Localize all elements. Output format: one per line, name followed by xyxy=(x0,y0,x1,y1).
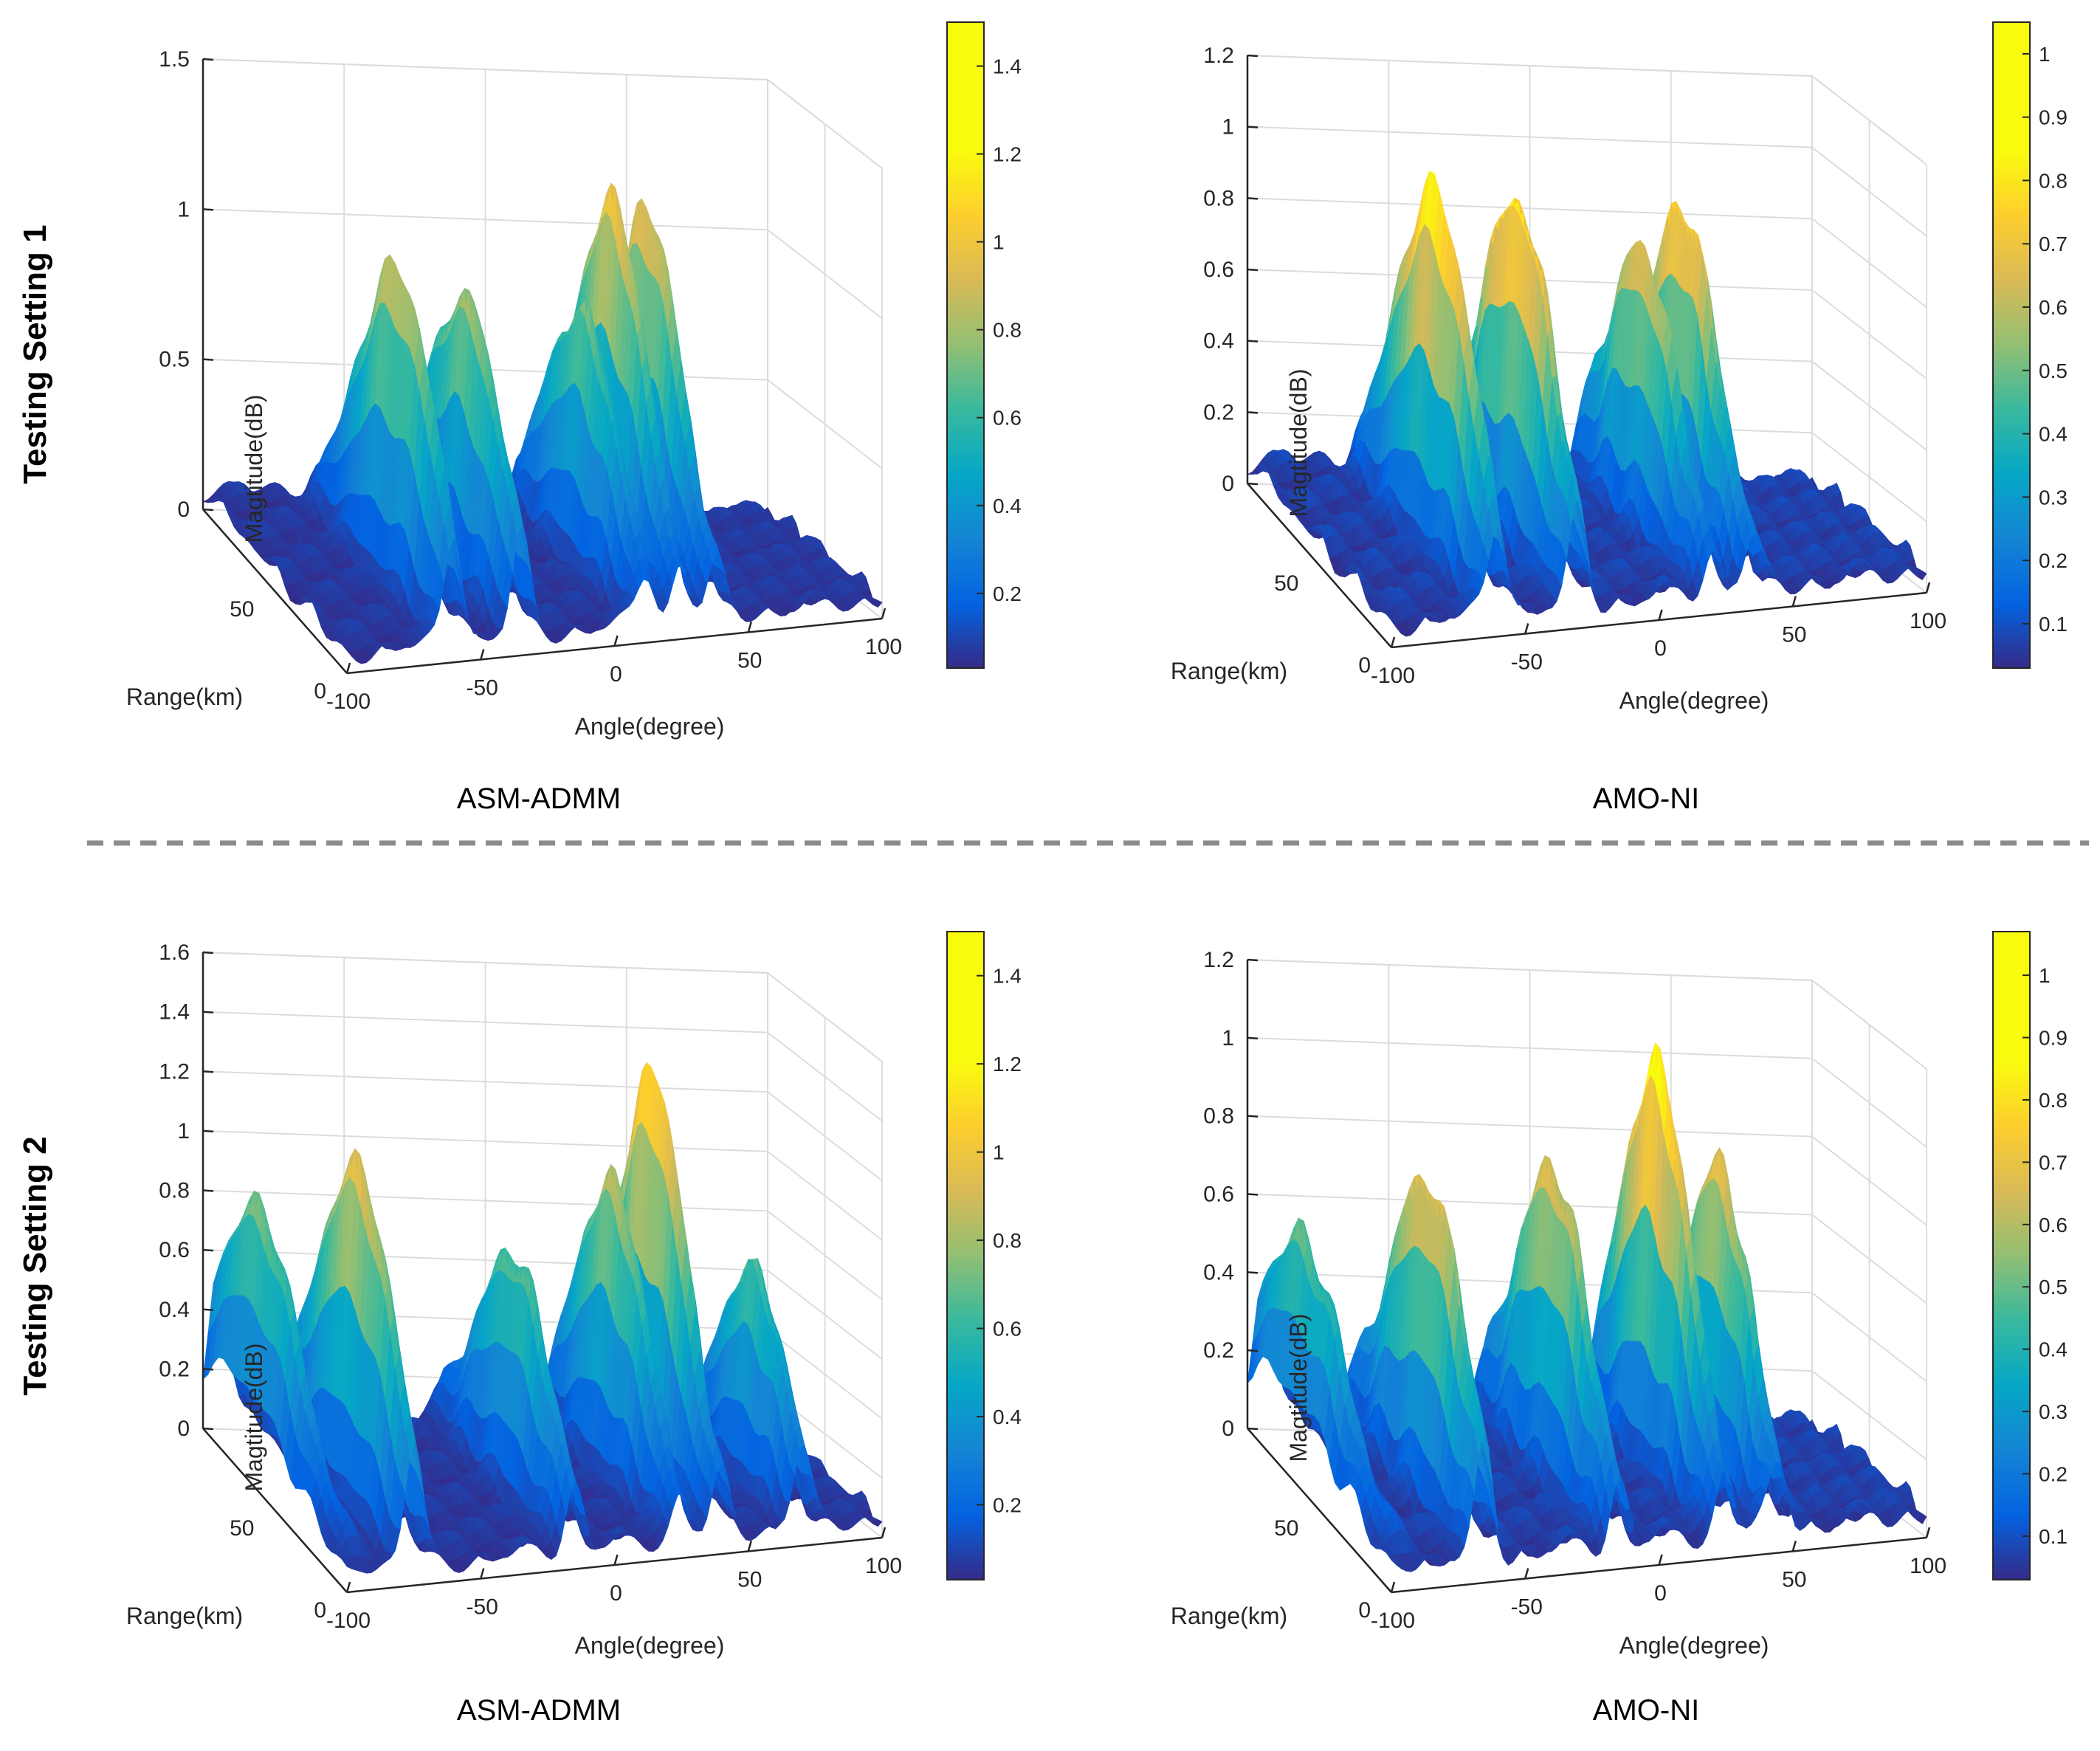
x-tick-label: 50 xyxy=(737,649,762,673)
colorbar-tick-label: 1.4 xyxy=(993,55,1022,78)
x-tick-label: 100 xyxy=(865,635,902,659)
z-tick-label: 1.5 xyxy=(159,47,190,72)
z-axis-label: Magtitude(dB) xyxy=(241,395,267,543)
panel-amo-ni-setting-1: 00.20.40.60.811.2-100-50050100050Magtitu… xyxy=(1171,21,2068,815)
colorbar-tick-label: 1.2 xyxy=(993,143,1022,166)
row-label-setting-2: Testing Setting 2 xyxy=(17,1136,53,1395)
z-tick-mark xyxy=(202,508,214,512)
x-axis-label: Angle(degree) xyxy=(575,713,725,740)
x-tick-label: 0 xyxy=(610,662,622,687)
x-tick-label: -100 xyxy=(326,689,371,714)
z-tick-label: 0 xyxy=(177,498,190,522)
x-tick-mark xyxy=(480,649,485,660)
y-tick-label: 50 xyxy=(230,597,254,622)
colorbar: 0.2 0.4 0.6 0.8 1 1.2 1.4 xyxy=(946,21,1022,669)
z-tick-mark xyxy=(202,208,214,211)
x-tick-mark xyxy=(345,662,351,674)
colorbar-tick-label: 0.4 xyxy=(993,495,1022,517)
colorbar-gradient xyxy=(946,21,985,669)
method-label: ASM-ADMM xyxy=(457,782,621,815)
colorbar-tick-label: 1 xyxy=(993,231,1005,254)
panel-asm-admm-setting-1: 0 0.5 1 1.5 -100 -50 0 50 100 0 50 Magtitude(dB) Ang… xyxy=(126,21,1022,815)
z-tick-mark xyxy=(202,58,214,61)
colorbar-tick-label: 0.8 xyxy=(993,319,1022,342)
x-tick-label: -50 xyxy=(467,676,498,701)
colorbar-tick-label: 0.6 xyxy=(993,407,1022,430)
z-tick-label: 0.5 xyxy=(159,348,190,372)
y-axis-label: Range(km) xyxy=(126,684,243,710)
row-label-setting-1: Testing Setting 1 xyxy=(17,224,53,484)
x-tick-mark xyxy=(747,622,752,633)
y-tick-label: 0 xyxy=(314,679,326,704)
x-tick-mark xyxy=(613,635,619,647)
surface xyxy=(202,182,883,664)
colorbar-tick-label: 0.2 xyxy=(993,582,1022,605)
z-tick-label: 1 xyxy=(177,197,190,221)
